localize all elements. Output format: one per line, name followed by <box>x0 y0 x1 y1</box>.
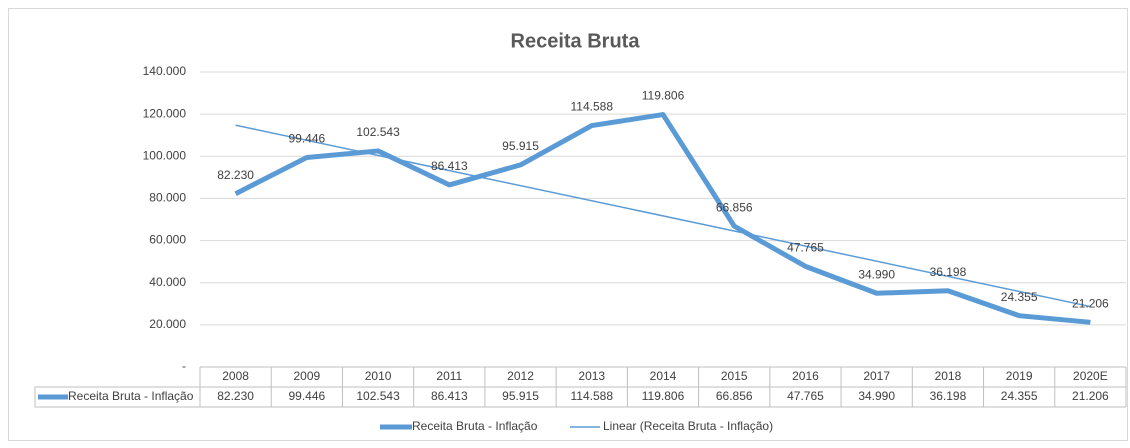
table-header: 2017 <box>863 369 890 383</box>
table-cell: 21.206 <box>1072 389 1109 403</box>
data-label: 82.230 <box>217 168 254 182</box>
table-row-label: Receita Bruta - Inflação <box>68 389 194 403</box>
data-label: 114.588 <box>571 100 614 114</box>
table-cell: 82.230 <box>217 389 254 403</box>
table-header: 2019 <box>1006 369 1033 383</box>
legend-label: Linear (Receita Bruta - Inflação) <box>603 419 773 433</box>
table-cell: 99.446 <box>288 389 325 403</box>
y-tick-label: 40.000 <box>149 275 186 289</box>
y-tick-label: 60.000 <box>149 233 186 247</box>
data-label: 86.413 <box>431 159 468 173</box>
table-header: 2013 <box>578 369 605 383</box>
table-header: 2018 <box>935 369 962 383</box>
data-label: 24.355 <box>1001 290 1038 304</box>
table-header: 2009 <box>293 369 320 383</box>
table-cell: 86.413 <box>431 389 468 403</box>
table-cell: 47.765 <box>787 389 824 403</box>
table-header: 2011 <box>436 369 462 383</box>
data-label: 47.765 <box>787 241 824 255</box>
y-tick-label: - <box>182 359 186 373</box>
trendline <box>235 124 1091 308</box>
data-label: 95.915 <box>502 139 539 153</box>
table-cell: 102.543 <box>356 389 400 403</box>
table-header: 2020E <box>1073 369 1108 383</box>
data-label: 102.543 <box>356 125 400 139</box>
y-tick-label: 100.000 <box>143 148 187 162</box>
table-cell: 66.856 <box>716 389 753 403</box>
table-header: 2015 <box>721 369 748 383</box>
data-label: 99.446 <box>288 132 325 146</box>
chart-border <box>8 8 1128 441</box>
data-label: 66.856 <box>716 200 753 214</box>
table-cell: 24.355 <box>1001 389 1038 403</box>
data-label: 119.806 <box>642 89 685 103</box>
data-label: 36.198 <box>930 265 967 279</box>
data-label: 21.206 <box>1072 296 1109 310</box>
y-tick-label: 80.000 <box>149 191 186 205</box>
table-header: 2008 <box>222 369 249 383</box>
legend-label: Receita Bruta - Inflação <box>412 419 538 433</box>
table-header: 2012 <box>507 369 534 383</box>
y-tick-label: 140.000 <box>143 64 187 78</box>
table-cell: 34.990 <box>858 389 895 403</box>
table-header: 2016 <box>792 369 819 383</box>
table-cell: 119.806 <box>642 389 685 403</box>
y-tick-label: 20.000 <box>149 317 186 331</box>
y-tick-label: 120.000 <box>143 106 187 120</box>
data-label: 34.990 <box>858 267 895 281</box>
table-cell: 95.915 <box>502 389 539 403</box>
table-cell: 36.198 <box>930 389 967 403</box>
table-header: 2014 <box>650 369 677 383</box>
table-header: 2010 <box>365 369 392 383</box>
table-cell: 114.588 <box>571 389 614 403</box>
chart-title: Receita Bruta <box>511 30 641 52</box>
data-line <box>234 112 1091 325</box>
